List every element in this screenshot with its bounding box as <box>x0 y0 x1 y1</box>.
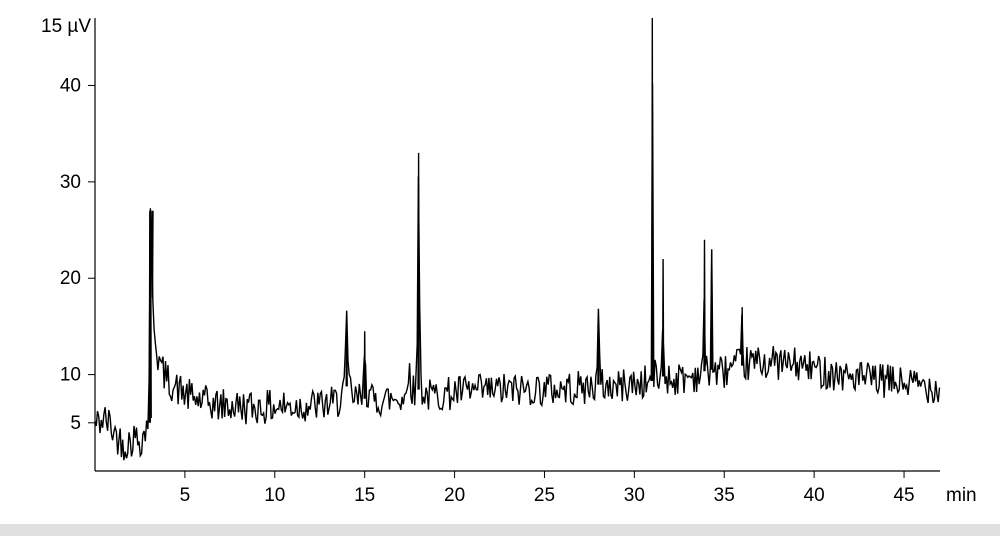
y-unit-label: 15 µV <box>41 16 91 37</box>
x-tick-label: 45 <box>893 485 914 506</box>
y-tick-label: 5 <box>70 413 81 434</box>
x-tick-label: 25 <box>534 485 555 506</box>
x-tick-label: 30 <box>624 485 645 506</box>
x-tick-label: 20 <box>444 485 465 506</box>
y-tick-label: 30 <box>60 172 81 193</box>
x-tick-label: 15 <box>354 485 375 506</box>
footer-bar <box>0 524 1000 536</box>
y-tick-label: 10 <box>60 365 81 386</box>
chromatogram-chart: 5 10 15 20 25 30 35 40 45 5 10 20 30 40 15 µV min <box>0 0 1000 546</box>
x-tick-label: 35 <box>714 485 735 506</box>
x-tick-label: 5 <box>180 485 191 506</box>
chart-container: 5 10 15 20 25 30 35 40 45 5 10 20 30 40 15 µV min <box>0 0 1000 546</box>
x-tick-label: 40 <box>804 485 825 506</box>
x-tick-label: 10 <box>264 485 285 506</box>
y-tick-label: 40 <box>60 75 81 96</box>
y-tick-label: 20 <box>60 268 81 289</box>
x-unit-label: min <box>946 485 977 506</box>
